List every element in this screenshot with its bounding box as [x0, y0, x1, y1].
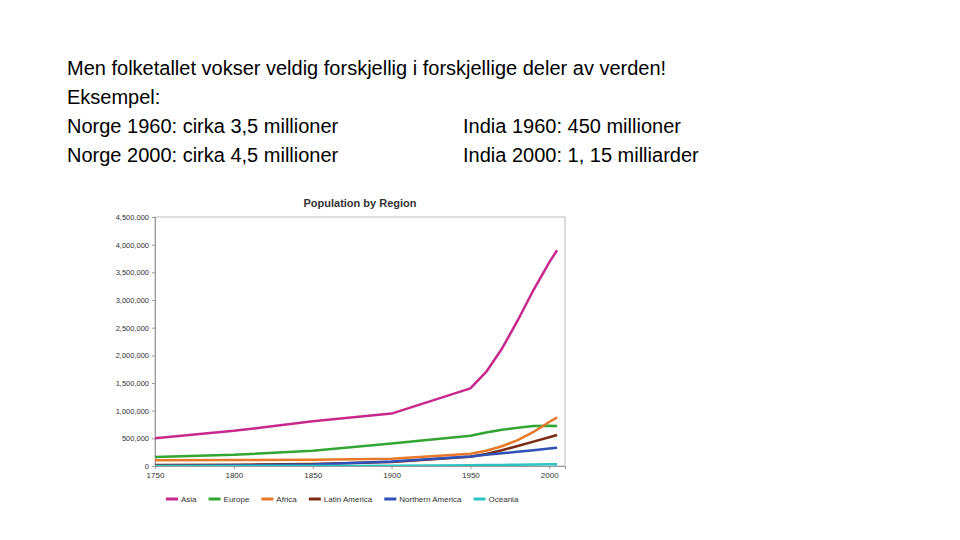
x-tick: 1900	[383, 466, 401, 480]
legend-item: Northern America	[384, 495, 462, 504]
slide-line: India 1960: 450 millioner	[463, 114, 681, 138]
plot-area	[155, 250, 557, 466]
chart: Population by Region 0 500,000 1,000,000 1,5…	[0, 0, 960, 540]
legend-label: Oceania	[489, 495, 519, 504]
x-tick-mark	[234, 466, 235, 469]
legend-swatch	[209, 498, 221, 501]
y-tick-label: 1,000,000	[116, 407, 149, 416]
series-line	[155, 250, 557, 438]
x-tick: 2000	[541, 466, 559, 480]
legend-label: Latin America	[324, 495, 373, 504]
x-tick-label: 1800	[225, 471, 243, 480]
legend-swatch	[309, 498, 321, 501]
x-axis-line	[156, 467, 566, 470]
legend: Asia Europe Africa Latin America Northern Am…	[166, 495, 519, 504]
series-line	[155, 464, 557, 466]
slide-line: India 2000: 1, 15 milliarder	[463, 143, 699, 167]
plot-frame	[155, 217, 565, 466]
x-tick-label: 1750	[147, 471, 165, 480]
y-tick: 4,000,000	[116, 241, 155, 250]
x-tick: 1850	[304, 466, 322, 480]
y-tick-mark	[152, 438, 155, 439]
y-tick-label: 4,000,000	[116, 241, 149, 250]
x-tick-mark	[549, 466, 550, 469]
y-tick-mark	[152, 466, 155, 467]
x-tick-label: 1850	[304, 471, 322, 480]
chart-title: Population by Region	[303, 197, 416, 209]
y-tick-mark	[152, 217, 155, 218]
y-tick: 2,500,000	[116, 324, 155, 333]
y-tick: 3,500,000	[116, 268, 155, 277]
y-tick-label: 3,500,000	[116, 268, 149, 277]
y-tick: 3,000,000	[116, 296, 155, 305]
slide-line: Norge 2000: cirka 4,5 millioner	[67, 143, 338, 167]
x-tick-mark	[470, 466, 471, 469]
y-tick-label: 0	[145, 462, 149, 471]
y-tick: 4,500,000	[116, 213, 155, 222]
y-tick-mark	[152, 272, 155, 273]
slide-line: Norge 1960: cirka 3,5 millioner	[67, 114, 338, 138]
y-tick-mark	[152, 300, 155, 301]
y-tick: 2,000,000	[116, 351, 155, 360]
y-tick-mark	[152, 411, 155, 412]
slide-subheading: Eksempel:	[67, 85, 160, 109]
y-tick-mark	[152, 383, 155, 384]
legend-item: Africa	[261, 495, 297, 504]
y-tick-mark	[152, 328, 155, 329]
series-line	[155, 448, 557, 466]
y-tick: 0	[145, 462, 155, 471]
y-tick-mark	[152, 355, 155, 356]
x-tick-mark	[392, 466, 393, 469]
y-tick-mark	[152, 245, 155, 246]
slide-heading: Men folketallet vokser veldig forskjelli…	[67, 56, 666, 80]
y-tick: 1,000,000	[116, 407, 155, 416]
y-tick-label: 4,500,000	[116, 213, 149, 222]
x-tick-label: 2000	[541, 471, 559, 480]
y-axis: 0 500,000 1,000,000 1,500,000 2,000,000 2,500…	[116, 213, 156, 471]
legend-item: Oceania	[474, 495, 519, 504]
legend-label: Asia	[181, 495, 197, 504]
legend-item: Asia	[166, 495, 197, 504]
y-tick-label: 500,000	[122, 434, 149, 443]
x-tick-label: 1950	[462, 471, 480, 480]
y-tick: 500,000	[122, 434, 155, 443]
x-tick: 1800	[225, 466, 243, 480]
y-tick-label: 3,000,000	[116, 296, 149, 305]
series-line	[155, 435, 557, 465]
legend-item: Latin America	[309, 495, 373, 504]
y-tick-label: 1,500,000	[116, 379, 149, 388]
y-tick-label: 2,000,000	[116, 351, 149, 360]
x-tick-mark	[313, 466, 314, 469]
legend-item: Europe	[209, 495, 250, 504]
legend-label: Northern America	[399, 495, 462, 504]
x-tick: 1750	[147, 466, 165, 480]
x-axis: 1750 1800 1850 1900 1950 2000	[147, 466, 566, 480]
x-tick-mark	[155, 466, 156, 469]
y-axis-line	[152, 218, 156, 467]
legend-swatch	[166, 498, 178, 501]
y-tick: 1,500,000	[116, 379, 155, 388]
legend-swatch	[384, 498, 396, 501]
legend-label: Europe	[224, 495, 250, 504]
x-tick: 1950	[462, 466, 480, 480]
x-tick-label: 1900	[383, 471, 401, 480]
legend-swatch	[261, 498, 273, 501]
legend-swatch	[474, 498, 486, 501]
y-tick-label: 2,500,000	[116, 324, 149, 333]
legend-label: Africa	[276, 495, 297, 504]
